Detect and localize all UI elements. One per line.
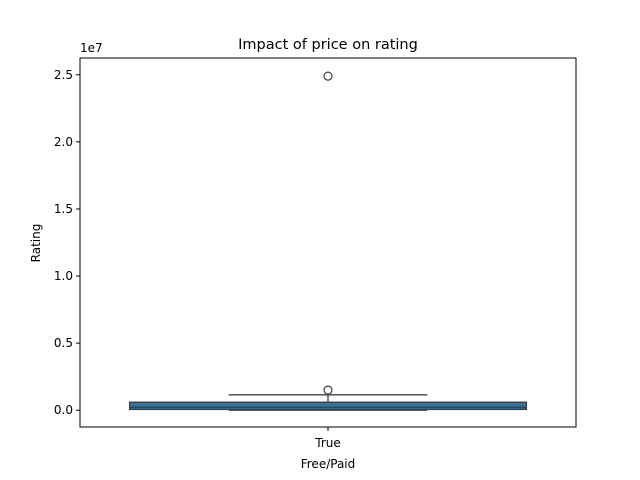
- outlier-point: [323, 71, 333, 81]
- x-tick-label: True: [314, 436, 341, 450]
- box-iqr: [128, 401, 528, 411]
- y-tick-label: 0.0: [54, 403, 73, 417]
- y-tick-label: 2.0: [54, 135, 73, 149]
- y-axis-label: Rating: [29, 224, 43, 263]
- plot-area: 0.0 0.5 1.0 1.5 2.0 2.5 True: [54, 57, 577, 450]
- y-tick-label: 1.0: [54, 269, 73, 283]
- plot-frame: [79, 57, 577, 428]
- y-tick-label: 2.5: [54, 68, 73, 82]
- chart-title: Impact of price on rating: [238, 37, 418, 53]
- y-tick-label: 1.5: [54, 202, 73, 216]
- x-axis-label: Free/Paid: [301, 457, 356, 471]
- y-tick-label: 0.5: [54, 336, 73, 350]
- y-axis-offset-label: 1e7: [80, 41, 103, 55]
- outlier-point: [323, 385, 333, 395]
